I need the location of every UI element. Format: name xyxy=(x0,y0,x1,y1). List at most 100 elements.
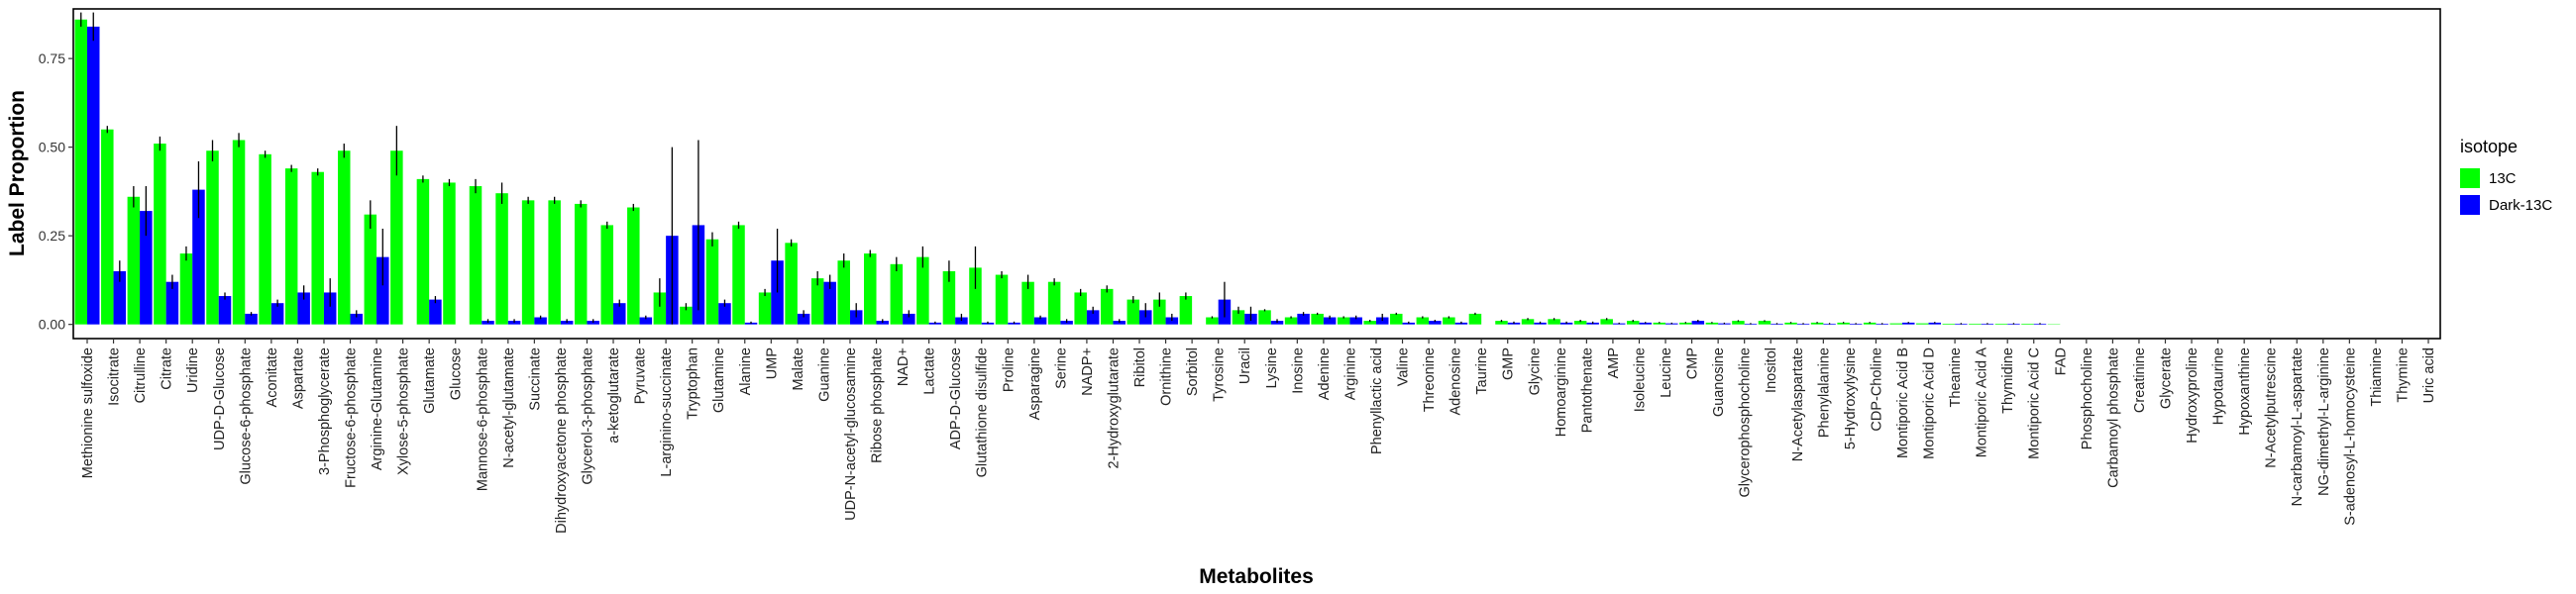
x-tick-label: Asparagine xyxy=(1027,347,1043,420)
bar-13c-22 xyxy=(653,292,667,325)
bar-dark-13c-33 xyxy=(955,317,968,325)
x-tick-label: Succinate xyxy=(527,347,543,411)
x-tick-label: Lactate xyxy=(922,347,938,395)
x-tick-label: Theanine xyxy=(1948,347,1964,407)
x-tick-label: Glycerate xyxy=(2158,347,2174,409)
x-tick-label: Glycerol-3-phosphate xyxy=(580,347,595,485)
bar-13c-23 xyxy=(680,306,693,325)
bar-13c-70 xyxy=(1916,323,1929,325)
x-tick-label: Creatinine xyxy=(2132,347,2148,413)
bar-13c-7 xyxy=(259,153,271,325)
bar-dark-13c-24 xyxy=(718,303,731,325)
bar-dark-13c-6 xyxy=(245,313,258,325)
bar-dark-13c-70 xyxy=(1928,322,1942,325)
bar-13c-34 xyxy=(969,267,982,325)
y-tick-label: 0.00 xyxy=(39,317,65,333)
bar-dark-13c-69 xyxy=(1901,322,1915,325)
y-axis: 0.00 0.25 0.50 0.75 xyxy=(39,50,73,333)
x-tick-label: FAD xyxy=(2053,347,2069,375)
x-tick-label: Isoleucine xyxy=(1632,347,1648,412)
bar-dark-13c-20 xyxy=(613,303,626,325)
x-tick-label: Carbamoyl phosphate xyxy=(2105,347,2121,488)
bar-dark-13c-5 xyxy=(218,296,232,325)
bar-13c-73 xyxy=(1994,323,2008,325)
bar-13c-0 xyxy=(74,19,87,325)
bar-13c-52 xyxy=(1443,317,1455,325)
bar-13c-5 xyxy=(206,150,219,325)
x-tick-label: Leucine xyxy=(1659,347,1674,398)
x-tick-label: Glycerophosphocholine xyxy=(1738,347,1754,498)
bar-dark-13c-31 xyxy=(903,313,915,325)
bar-dark-13c-10 xyxy=(350,313,364,325)
bar-13c-64 xyxy=(1758,321,1771,325)
x-tick-label: Montiporic Acid A xyxy=(1975,347,1990,458)
x-tick-label: NG-dimethyl-L-arginine xyxy=(2316,347,2332,496)
x-tick-label: Valine xyxy=(1396,347,1412,386)
x-tick-label: Montiporic Acid C xyxy=(2027,347,2043,459)
x-tick-label: S-adenosyl-L-homocysteine xyxy=(2342,347,2358,526)
bar-dark-13c-8 xyxy=(297,292,310,325)
y-tick-label: 0.75 xyxy=(39,50,65,66)
x-tick-label: Malate xyxy=(791,347,806,391)
x-tick-label: N-acetyl-glutamate xyxy=(501,347,517,468)
x-tick-label: Citrulline xyxy=(133,347,149,403)
x-tick-label: CMP xyxy=(1685,347,1701,379)
x-tick-label: Uridine xyxy=(185,347,201,393)
bar-dark-13c-2 xyxy=(140,211,153,325)
x-tick-label: Guanine xyxy=(816,347,832,402)
y-tick-label: 0.25 xyxy=(39,228,65,244)
bar-13c-14 xyxy=(443,182,456,325)
bar-13c-29 xyxy=(837,260,850,325)
bar-13c-21 xyxy=(627,207,640,325)
bar-13c-20 xyxy=(600,225,614,325)
legend-swatch-13c xyxy=(2460,168,2480,188)
x-tick-label: Alanine xyxy=(738,347,754,395)
bar-13c-69 xyxy=(1889,323,1902,325)
x-tick-label: L-arginino-succinate xyxy=(659,347,675,477)
bar-13c-11 xyxy=(364,214,377,325)
x-tick-label: Proline xyxy=(1001,347,1017,392)
bar-13c-51 xyxy=(1416,317,1430,325)
legend-title: isotope xyxy=(2460,137,2518,156)
bar-13c-57 xyxy=(1573,321,1587,325)
x-tick-label: AMP xyxy=(1606,347,1622,378)
bar-13c-47 xyxy=(1311,313,1324,325)
legend-label: 13C xyxy=(2489,170,2517,187)
x-tick-label: Serine xyxy=(1053,347,1069,389)
bar-dark-13c-11 xyxy=(376,256,389,325)
bar-13c-61 xyxy=(1679,322,1692,325)
bar-13c-65 xyxy=(1784,322,1797,325)
legend: isotope 13C Dark-13C xyxy=(2460,137,2552,215)
bar-13c-53 xyxy=(1468,313,1482,325)
x-tick-label: GMP xyxy=(1501,347,1517,380)
bar-13c-16 xyxy=(495,193,508,325)
bar-13c-9 xyxy=(311,171,324,325)
bar-13c-6 xyxy=(232,140,246,325)
bar-13c-28 xyxy=(810,278,824,325)
bar-13c-59 xyxy=(1626,321,1640,325)
bar-dark-13c-13 xyxy=(429,299,442,325)
bar-13c-56 xyxy=(1548,319,1560,325)
x-tick-label: UDP-N-acetyl-glucosamine xyxy=(843,347,859,521)
bar-dark-13c-38 xyxy=(1086,310,1100,325)
bar-dark-13c-4 xyxy=(192,189,205,325)
bar-13c-42 xyxy=(1179,296,1193,325)
x-tick-label: UMP xyxy=(764,347,780,379)
bar-dark-13c-48 xyxy=(1349,317,1362,325)
bar-13c-32 xyxy=(916,256,929,325)
plot-panel xyxy=(72,8,2441,340)
bar-13c-63 xyxy=(1732,321,1745,325)
x-tick-label: 2-Hydroxyglutarate xyxy=(1106,347,1122,469)
bar-13c-2 xyxy=(127,196,141,325)
x-tick-label: Arginine xyxy=(1342,347,1358,400)
bar-13c-58 xyxy=(1600,319,1613,325)
x-tick-label: CDP-Choline xyxy=(1869,347,1884,432)
x-tick-label: Aconitate xyxy=(265,347,280,407)
x-tick-label: Ribose phosphate xyxy=(870,347,886,463)
x-tick-label: Glucose-6-phosphate xyxy=(238,347,254,485)
x-tick-label: Taurine xyxy=(1474,347,1490,395)
bar-13c-24 xyxy=(705,239,719,325)
bar-13c-45 xyxy=(1258,310,1271,325)
bar-13c-68 xyxy=(1863,322,1877,325)
x-tick-label: Glycine xyxy=(1527,347,1543,395)
